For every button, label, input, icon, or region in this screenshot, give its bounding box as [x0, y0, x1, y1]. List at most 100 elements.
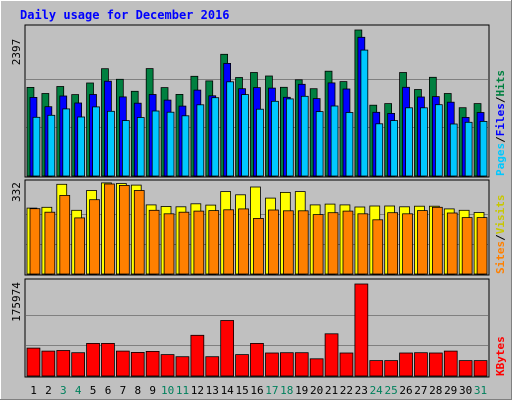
bar-kbytes-kbytes-20 [309, 358, 324, 377]
bar-visits-sites-21 [327, 212, 339, 275]
x-tick-label-11: 11 [176, 384, 189, 397]
legend-sites: Sites [494, 241, 507, 274]
x-tick-labels: 1 2 3 4 5 6 7 8 9 10 11 12 13 14 15 16 17 18 19 20 21 22 23 24 2… [30, 384, 487, 397]
bar-hits-pages-13 [211, 97, 220, 177]
x-tick-label-29: 29 [444, 384, 457, 397]
bar-kbytes-kbytes-27 [414, 352, 428, 377]
x-tick-label-26: 26 [399, 384, 412, 397]
bar-kbytes-kbytes-22 [339, 352, 354, 377]
bar-kbytes-kbytes-24 [369, 360, 384, 377]
bar-visits-sites-3 [59, 194, 71, 275]
bar-hits-pages-29 [449, 123, 458, 177]
bar-visits-sites-29 [446, 212, 458, 275]
bar-kbytes-kbytes-14 [220, 320, 234, 377]
legend-hits: Pages/Files/Hits [494, 70, 507, 176]
bar-hits-pages-19 [300, 95, 309, 177]
bar-hits-pages-3 [62, 108, 71, 177]
bar-hits-pages-15 [241, 94, 249, 177]
bar-hits-pages-14 [226, 81, 234, 177]
bar-hits-pages-23 [360, 49, 369, 177]
x-tick-label-31: 31 [474, 384, 487, 397]
bar-visits-sites-15 [238, 208, 249, 275]
bar-kbytes-kbytes-12 [190, 334, 205, 377]
y-max-label-visits: 332 [10, 182, 23, 202]
x-tick-label-20: 20 [310, 384, 323, 397]
bar-hits-pages-24 [375, 123, 384, 177]
bar-hits-pages-11 [181, 115, 190, 177]
bar-kbytes-kbytes-2 [41, 350, 56, 377]
bars [26, 29, 488, 377]
bar-kbytes-kbytes-29 [443, 350, 458, 377]
bar-kbytes-kbytes-30 [458, 360, 473, 377]
bar-kbytes-kbytes-15 [235, 354, 249, 377]
legend-files: Files [494, 103, 507, 136]
x-tick-label-9: 9 [149, 384, 156, 397]
bar-hits-pages-6 [107, 110, 115, 177]
bar-hits-pages-9 [151, 110, 160, 177]
x-tick-label-21: 21 [325, 384, 338, 397]
legend-kbytes-label: KBytes [494, 336, 507, 376]
bar-hits-pages-27 [420, 107, 428, 177]
x-tick-label-30: 30 [459, 384, 472, 397]
bar-kbytes-kbytes-10 [160, 354, 175, 377]
bar-kbytes-kbytes-8 [130, 351, 145, 377]
bar-visits-sites-27 [417, 210, 428, 275]
x-tick-label-24: 24 [370, 384, 384, 397]
legend-sep-3: / [494, 234, 507, 241]
bar-visits-sites-7 [119, 184, 130, 275]
bar-kbytes-kbytes-3 [56, 350, 71, 377]
x-tick-label-14: 14 [221, 384, 235, 397]
bar-kbytes-kbytes-31 [473, 360, 488, 377]
x-tick-label-22: 22 [340, 384, 353, 397]
bar-hits-pages-2 [47, 114, 56, 177]
bar-visits-sites-16 [253, 217, 264, 275]
bar-hits-pages-12 [196, 104, 205, 177]
bar-kbytes-kbytes-6 [101, 342, 115, 377]
legend-hits-label: Hits [494, 70, 507, 97]
bar-visits-sites-6 [104, 183, 115, 275]
bar-visits-sites-19 [297, 210, 309, 275]
bar-visits-sites-31 [476, 217, 488, 275]
bar-hits-pages-26 [405, 107, 413, 177]
bar-hits-pages-31 [479, 121, 488, 177]
bar-hits-pages-28 [434, 104, 443, 177]
bar-kbytes-kbytes-9 [145, 350, 160, 377]
bar-kbytes-kbytes-18 [279, 352, 294, 377]
x-tick-label-7: 7 [120, 384, 127, 397]
bar-visits-sites-23 [357, 213, 369, 275]
legend-sep-2: / [494, 96, 507, 103]
bar-kbytes-kbytes-21 [324, 333, 339, 377]
bar-visits-sites-1 [29, 208, 41, 275]
x-tick-label-28: 28 [429, 384, 442, 397]
bar-kbytes-kbytes-19 [294, 352, 309, 377]
x-tick-label-1: 1 [30, 384, 37, 397]
bar-visits-sites-22 [342, 210, 354, 275]
bar-kbytes-kbytes-7 [116, 350, 130, 377]
legend-visits-label: Visits [494, 195, 507, 235]
legend-pages: Pages [494, 143, 507, 176]
bar-hits-pages-7 [122, 120, 130, 177]
bar-visits-sites-18 [282, 210, 294, 275]
bar-visits-sites-5 [89, 199, 100, 275]
bar-hits-pages-22 [345, 112, 354, 177]
bar-kbytes-kbytes-16 [250, 342, 264, 377]
bar-visits-sites-4 [74, 217, 85, 275]
x-tick-label-2: 2 [45, 384, 52, 397]
bar-visits-sites-13 [208, 210, 220, 275]
x-tick-label-12: 12 [191, 384, 204, 397]
chart-title: Daily usage for December 2016 [20, 8, 230, 22]
bar-kbytes-kbytes-11 [175, 356, 190, 377]
x-tick-label-3: 3 [60, 384, 67, 397]
x-tick-label-13: 13 [206, 384, 219, 397]
legend-kbytes: KBytes [494, 336, 507, 376]
bar-hits-pages-5 [92, 106, 100, 177]
bar-hits-pages-25 [390, 120, 399, 177]
bar-hits-pages-10 [166, 111, 175, 177]
bar-kbytes-kbytes-1 [26, 347, 41, 377]
y-max-label-kbytes: 175974 [10, 282, 23, 322]
x-tick-label-19: 19 [295, 384, 308, 397]
x-tick-label-15: 15 [235, 384, 248, 397]
bar-visits-sites-25 [387, 212, 399, 275]
bar-hits-pages-8 [136, 117, 145, 177]
